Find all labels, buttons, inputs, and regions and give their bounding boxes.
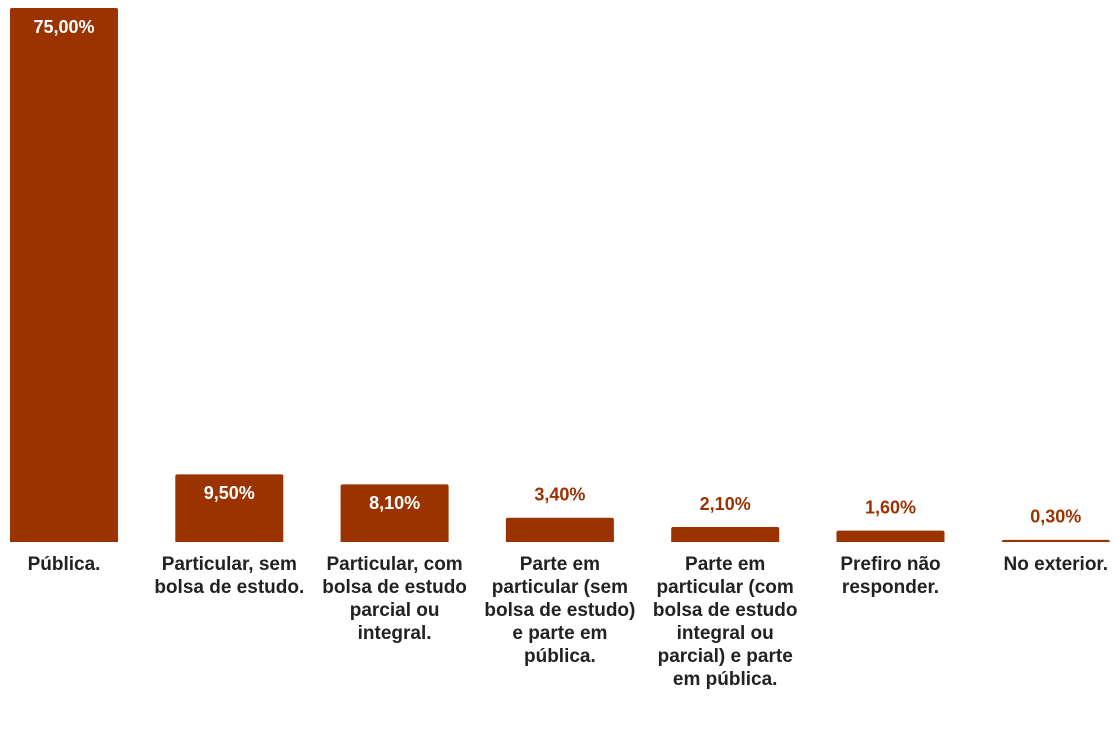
value-label: 3,40%: [534, 485, 585, 505]
bar: [10, 8, 118, 542]
category-label: Parte em particular (sem bolsa de estudo…: [484, 554, 636, 667]
bar: [836, 530, 945, 542]
value-label: 1,60%: [865, 497, 916, 517]
value-label: 8,10%: [369, 493, 420, 513]
category-label: Particular, sem bolsa de estudo.: [154, 554, 305, 598]
bar: [671, 527, 780, 542]
bar: [340, 484, 449, 542]
category-label: Parte em particular (com bolsa de estudo…: [652, 554, 798, 690]
category-label: No exterior.: [1003, 554, 1109, 575]
bar: [175, 474, 284, 542]
category-label: Prefiro não responder.: [840, 554, 941, 598]
value-label: 9,50%: [204, 483, 255, 503]
category-label: Particular, com bolsa de estudo parcial …: [322, 554, 467, 644]
value-label: 0,30%: [1030, 507, 1081, 527]
category-label: Pública.: [27, 554, 101, 575]
value-label: 75,00%: [33, 17, 94, 37]
bar: [505, 517, 614, 542]
value-label: 2,10%: [700, 494, 751, 514]
bar: [1001, 539, 1110, 542]
